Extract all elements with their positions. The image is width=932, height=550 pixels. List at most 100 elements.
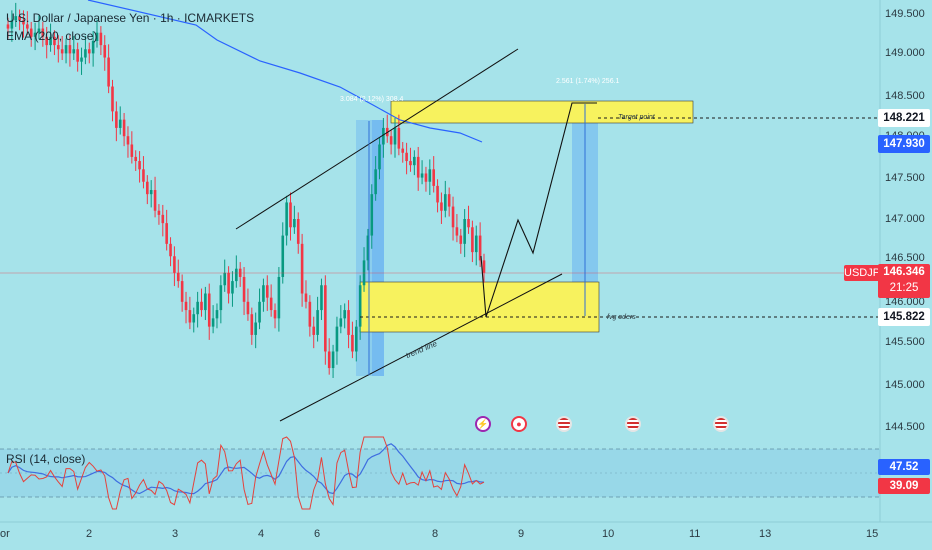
candle-body	[254, 322, 257, 335]
price-label: 146.000	[885, 296, 925, 308]
grid	[0, 0, 932, 523]
time-label: 9	[518, 528, 525, 540]
candle	[447, 187, 451, 217]
rsi-ma-line	[7, 443, 485, 495]
candle-body	[250, 314, 254, 335]
candle-body	[444, 194, 447, 211]
candle	[157, 204, 161, 225]
candle-body	[72, 49, 76, 54]
channel-upper-line	[235, 48, 519, 230]
candle	[37, 15, 41, 40]
candle	[153, 176, 157, 218]
candle-body	[80, 57, 83, 62]
price-label: 147.000	[885, 213, 925, 225]
candle-body	[37, 28, 41, 33]
candle-body	[180, 281, 184, 302]
candle-body	[285, 202, 288, 236]
candle-body	[87, 49, 91, 54]
us-flag-icon[interactable]	[625, 416, 641, 432]
candle	[335, 316, 339, 365]
candle	[169, 237, 172, 267]
candle	[6, 17, 10, 39]
candle	[455, 214, 459, 243]
candle-body	[436, 185, 439, 203]
candle-body	[447, 194, 451, 207]
candle-body	[76, 49, 79, 62]
candle-body	[358, 285, 362, 327]
candle	[227, 266, 230, 304]
time-label: or	[0, 528, 10, 540]
ema-legend[interactable]: EMA (200, close)	[6, 29, 98, 43]
candle	[378, 137, 381, 180]
candle	[304, 280, 308, 309]
candle	[405, 142, 408, 175]
candle	[200, 288, 203, 317]
candle-body	[320, 285, 323, 311]
candle	[289, 192, 292, 241]
candle	[463, 209, 466, 258]
candle	[60, 36, 64, 61]
candle-body	[99, 32, 103, 46]
record-icon[interactable]: ●	[511, 416, 527, 432]
candle	[269, 284, 273, 317]
candle	[126, 126, 130, 158]
candle-body	[22, 20, 25, 25]
target-point-label: Target point	[618, 114, 655, 121]
candle-body	[200, 301, 203, 311]
candle	[474, 225, 478, 266]
candle-body	[18, 16, 21, 21]
candle-body	[111, 86, 114, 112]
candle	[95, 19, 99, 48]
projection-path	[480, 102, 597, 318]
candle	[107, 44, 110, 94]
chart-title: U.S. Dollar / Japanese Yen · 1h · ICMARK…	[6, 11, 255, 25]
symbol-tag: USDJPY	[844, 265, 888, 281]
candle-body	[149, 190, 153, 195]
candle-body	[451, 206, 455, 228]
candle	[41, 21, 45, 47]
candle	[18, 9, 21, 31]
candle-body	[91, 40, 95, 54]
candle-body	[354, 326, 358, 352]
candle	[343, 303, 346, 329]
candle	[312, 316, 316, 349]
candle-body	[366, 235, 370, 261]
rsi-line	[7, 436, 485, 510]
candle	[471, 220, 474, 263]
price-label: 146.500	[885, 252, 925, 264]
time-label: 2	[86, 528, 93, 540]
rsi-pane	[0, 436, 880, 510]
candle-body	[459, 235, 463, 244]
candle	[142, 156, 145, 189]
rsi-legend[interactable]: RSI (14, close)	[6, 452, 86, 466]
candle-body	[227, 272, 230, 294]
candle-body	[138, 161, 141, 170]
price-label: 149.500	[885, 8, 925, 20]
candle	[76, 42, 79, 72]
candle	[118, 106, 122, 135]
candle	[428, 159, 432, 195]
candle-body	[265, 285, 269, 298]
candle	[436, 179, 439, 213]
candle	[26, 11, 29, 36]
us-flag-icon[interactable]	[556, 416, 572, 432]
candle	[451, 196, 455, 241]
candle-body	[304, 293, 308, 302]
candle	[146, 175, 149, 205]
bar-countdown: 21:25	[889, 282, 919, 294]
candle	[420, 160, 424, 185]
candle-body	[351, 334, 354, 352]
candle-body	[68, 45, 72, 54]
fvg-price-tag: 145.822	[878, 308, 930, 326]
candle-body	[324, 285, 327, 352]
time-label: 15	[866, 528, 879, 540]
candle-body	[482, 260, 486, 273]
candle	[49, 23, 52, 52]
candle-body	[184, 301, 188, 311]
us-flag-icon[interactable]	[713, 416, 729, 432]
candle	[440, 192, 443, 224]
candle	[300, 233, 304, 307]
candle-body	[165, 223, 168, 244]
lightning-icon[interactable]: ⚡	[475, 416, 491, 432]
